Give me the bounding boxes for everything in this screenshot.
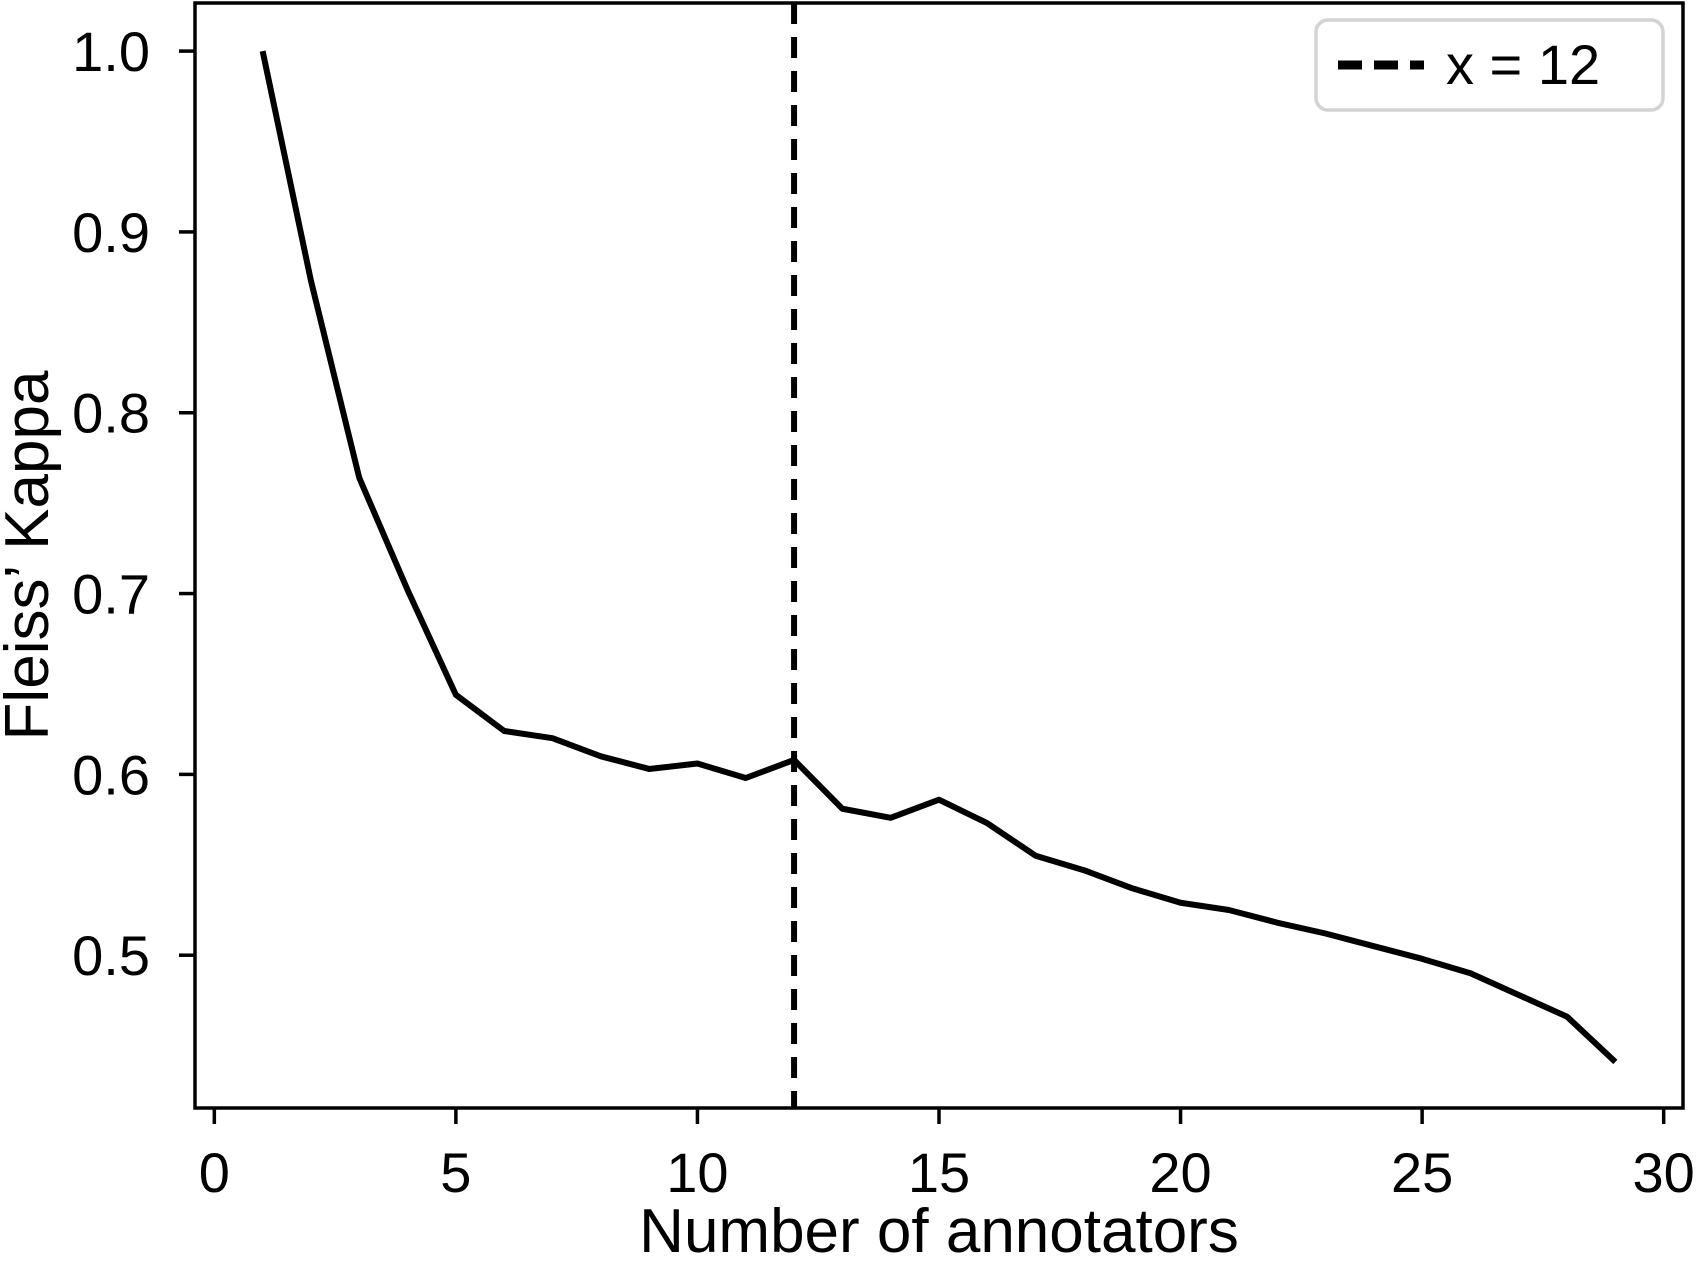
y-axis-tick-label: 0.5: [72, 924, 150, 987]
y-axis-tick-label: 0.8: [72, 382, 150, 445]
x-axis-tick-label: 30: [1633, 1141, 1695, 1204]
y-axis-tick-label: 0.6: [72, 743, 150, 806]
plot-border: [193, 1, 1685, 1110]
y-axis-tick-label: 1.0: [72, 20, 150, 83]
x-axis-tick-label: 20: [1149, 1141, 1211, 1204]
x-axis-tick-label: 10: [666, 1141, 728, 1204]
series-line-fleiss-kappa: [259, 50, 1618, 1065]
y-axis-tick-label: 0.7: [72, 563, 150, 626]
legend-box: [1314, 18, 1665, 112]
x-axis-tick-label: 25: [1391, 1141, 1453, 1204]
x-axis-title: Number of annotators: [639, 1197, 1239, 1266]
y-axis-title: Fleiss’ Kappa: [0, 370, 62, 740]
legend-label: x = 12: [1446, 33, 1600, 96]
x-axis-tick-label: 5: [440, 1141, 471, 1204]
x-axis-tick-label: 0: [199, 1141, 230, 1204]
y-axis-tick-label: 0.9: [72, 201, 150, 264]
x-axis-tick-label: 15: [908, 1141, 970, 1204]
